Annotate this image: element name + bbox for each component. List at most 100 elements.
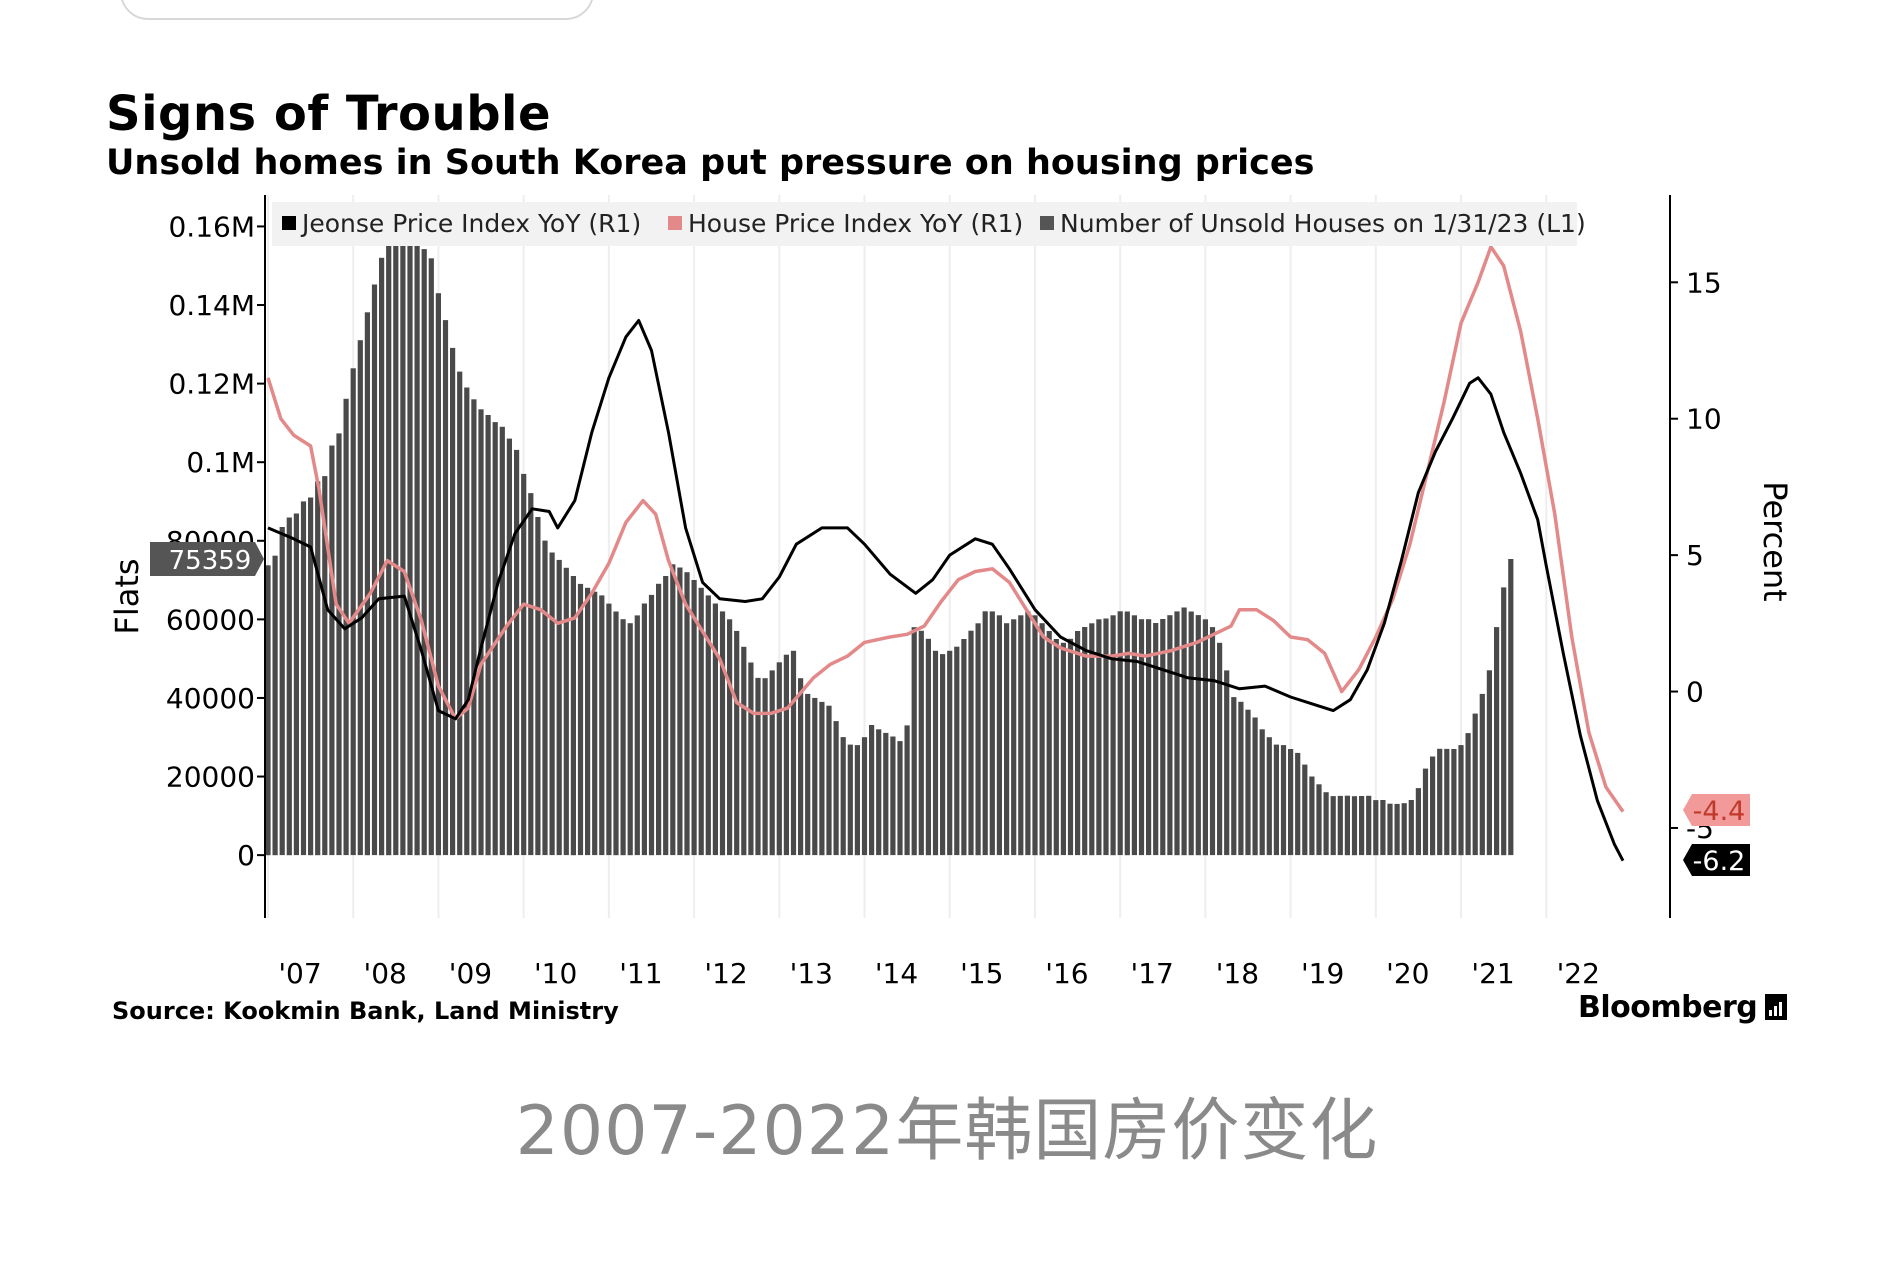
unsold-bar: [1494, 627, 1500, 856]
x-tick-label: '18: [1216, 957, 1259, 990]
unsold-bar: [1103, 618, 1109, 856]
unsold-bar: [1280, 745, 1287, 856]
unsold-bar: [599, 595, 605, 856]
unsold-bar: [1422, 768, 1429, 856]
left-axis: 0200004000060000800000.1M0.12M0.14M0.16M…: [108, 195, 266, 918]
unsold-bar: [1224, 670, 1230, 856]
unsold-bar: [620, 619, 626, 856]
unsold-bar: [379, 257, 385, 856]
unsold-bar: [1508, 559, 1514, 856]
unsold-bar: [1430, 756, 1436, 856]
jeonse-price-line: [267, 319, 1625, 862]
unsold-bar: [1472, 713, 1478, 856]
unsold-bar: [1060, 642, 1066, 856]
left-callout: 75359: [150, 542, 264, 577]
unsold-bar: [663, 576, 669, 856]
x-tick-label: '08: [364, 957, 407, 990]
unsold-bar: [514, 449, 520, 856]
unsold-bar: [442, 320, 449, 856]
unsold-bar: [1110, 615, 1116, 856]
legend-label: Jeonse Price Index YoY (R1): [300, 209, 641, 238]
unsold-bar: [1387, 803, 1393, 856]
unsold-bar: [1096, 619, 1102, 856]
x-tick-label: '16: [1045, 957, 1088, 990]
source-note: Source: Kookmin Bank, Land Ministry: [112, 997, 619, 1025]
bloomberg-terminal-icon: [1765, 994, 1788, 1020]
unsold-bar: [1273, 744, 1279, 856]
unsold-houses-bars: [265, 204, 1514, 856]
unsold-bar: [293, 513, 299, 856]
unsold-bar: [371, 284, 378, 856]
unsold-bar: [897, 741, 903, 856]
unsold-bar: [819, 701, 825, 856]
legend-swatch: [1040, 216, 1054, 230]
left-callout-box: [150, 542, 264, 577]
x-tick-label: '07: [278, 957, 321, 990]
unsold-bar: [876, 729, 882, 856]
unsold-bar: [641, 603, 647, 856]
unsold-bar: [308, 497, 314, 856]
legend-label: Number of Unsold Houses on 1/31/23 (L1): [1060, 209, 1586, 238]
left-tick-label: 20000: [166, 761, 255, 794]
unsold-bar: [698, 587, 704, 856]
unsold-bar: [996, 615, 1002, 856]
unsold-bar: [1316, 784, 1322, 856]
right-callout-box: [1683, 844, 1750, 876]
unsold-bar: [883, 732, 889, 856]
unsold-bar: [1131, 615, 1137, 856]
unsold-bar: [826, 705, 832, 856]
unsold-bar: [300, 501, 307, 856]
left-tick-label: 0.12M: [168, 368, 255, 401]
left-tick-label: 40000: [166, 682, 255, 715]
unsold-bar: [677, 567, 683, 856]
unsold-bar: [506, 438, 512, 856]
unsold-bar: [854, 745, 860, 856]
unsold-bar: [428, 258, 434, 856]
unsold-bar: [762, 678, 768, 856]
unsold-bar: [265, 565, 271, 856]
unsold-bar: [1138, 619, 1145, 856]
unsold-bar: [1359, 796, 1365, 856]
unsold-bar: [1209, 627, 1216, 856]
left-axis-title: Flats: [108, 558, 146, 634]
brand-text: Bloomberg: [1578, 990, 1758, 1025]
unsold-bar: [833, 721, 839, 856]
unsold-bar: [734, 630, 740, 856]
unsold-bar: [279, 527, 285, 856]
unsold-bar: [499, 426, 505, 856]
unsold-bar: [1451, 749, 1457, 856]
x-tick-label: '21: [1471, 957, 1514, 990]
unsold-bar: [627, 623, 633, 856]
unsold-bar: [947, 650, 953, 856]
x-tick-label: '19: [1301, 957, 1344, 990]
left-tick-label: 0.1M: [186, 446, 255, 479]
unsold-bar: [1067, 638, 1074, 856]
unsold-bar: [549, 552, 555, 856]
unsold-bar: [1330, 796, 1336, 856]
unsold-bar: [1117, 611, 1123, 856]
unsold-bar: [691, 580, 697, 856]
unsold-bar: [1146, 619, 1152, 856]
house-price-callout: -4.4: [1683, 794, 1750, 827]
unsold-bar: [741, 646, 747, 856]
unsold-bar: [1004, 623, 1010, 856]
unsold-bar: [783, 654, 789, 856]
right-tick-label: 5: [1686, 539, 1704, 572]
unsold-bar: [1167, 615, 1173, 856]
unsold-bar: [350, 368, 356, 856]
unsold-bar: [1344, 795, 1350, 856]
unsold-bar: [1302, 764, 1308, 856]
unsold-bar: [684, 572, 690, 856]
unsold-bar: [1174, 611, 1180, 856]
unsold-bar: [1366, 795, 1372, 856]
unsold-bar: [1195, 615, 1201, 856]
unsold-bar: [727, 619, 733, 856]
unsold-bar: [542, 540, 548, 856]
x-tick-label: '17: [1131, 957, 1174, 990]
right-callout-label: -4.4: [1693, 796, 1746, 827]
x-tick-label: '20: [1386, 957, 1429, 990]
legend-item: House Price Index YoY (R1): [668, 209, 1023, 238]
unsold-bar: [705, 595, 711, 856]
right-tick-label: 0: [1686, 676, 1704, 709]
